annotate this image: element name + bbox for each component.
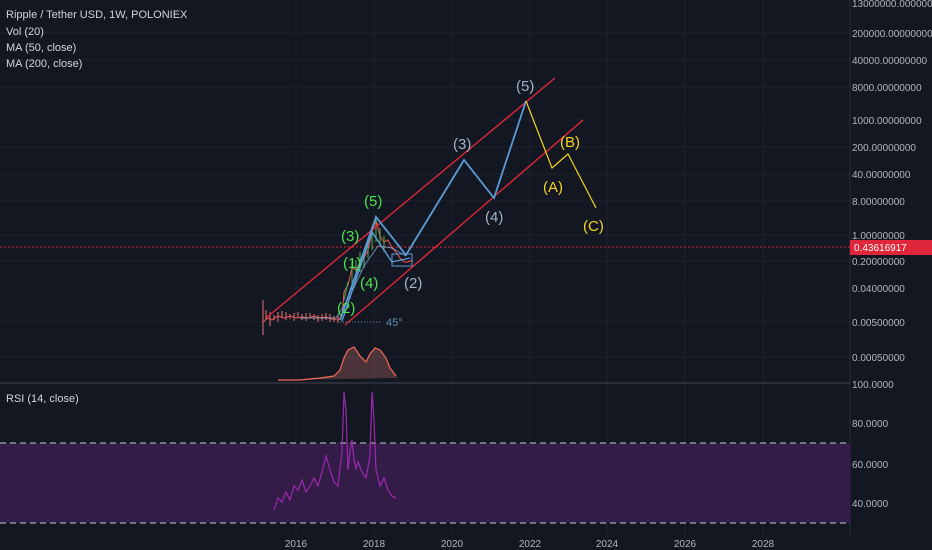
time-tick: 2024	[596, 539, 619, 550]
chart-title: Ripple / Tether USD, 1W, POLONIEX	[6, 9, 188, 21]
channel-upper-line	[265, 77, 556, 319]
rsi-band	[0, 443, 850, 523]
volume-area	[278, 347, 398, 380]
blue-wave-5-label: (5)	[516, 78, 534, 95]
time-tick: 2020	[441, 539, 464, 550]
indicator-volume[interactable]: Vol (20)	[6, 26, 44, 38]
time-tick: 2028	[752, 539, 775, 550]
ma50-line	[300, 245, 407, 319]
price-tick: 1000.00000000	[852, 116, 922, 127]
indicator-ma50[interactable]: MA (50, close)	[6, 42, 76, 54]
yellow-correction-path	[525, 100, 597, 209]
rsi-tick: 40.0000	[852, 499, 889, 510]
price-tick: 40.00000000	[852, 170, 911, 181]
green-wave-4-label: (4)	[360, 275, 378, 292]
rsi-indicator-label[interactable]: RSI (14, close)	[6, 393, 79, 405]
channel-lower-line	[344, 119, 584, 326]
blue-wave-4-label: (4)	[485, 209, 503, 226]
time-tick: 2016	[285, 539, 308, 550]
rsi-tick: 100.0000	[852, 380, 894, 391]
yellow-wave-b-label: (B)	[560, 134, 580, 151]
price-tick: 0.00050000	[852, 353, 905, 364]
price-tick: 0.00500000	[852, 318, 905, 329]
price-tick: 0.04000000	[852, 284, 905, 295]
price-tick: 13000000.00000000	[852, 0, 932, 10]
green-wave-1-label: (1)	[343, 255, 361, 272]
price-tick: 8000.00000000	[852, 83, 922, 94]
price-axis[interactable]: 13000000.00000000 200000.00000000 40000.…	[852, 0, 932, 364]
time-axis[interactable]: 2016 2018 2020 2022 2024 2026 2028	[285, 539, 775, 550]
angle-label: 45°	[386, 317, 403, 329]
rsi-tick: 60.0000	[852, 460, 889, 471]
indicator-ma200[interactable]: MA (200, close)	[6, 58, 82, 70]
current-price-badge	[850, 240, 932, 255]
green-wave-3-label: (3)	[341, 228, 359, 245]
yellow-wave-c-label: (C)	[583, 218, 604, 235]
volume-ma-line	[278, 346, 397, 381]
blue-wave-path	[339, 100, 527, 321]
price-tick: 0.20000000	[852, 257, 905, 268]
rsi-axis[interactable]: 100.0000 80.0000 60.0000 40.0000	[852, 380, 894, 510]
yellow-wave-a-label: (A)	[543, 179, 563, 196]
price-tick: 200000.00000000	[852, 29, 932, 40]
current-price-value: 0.43616917	[854, 243, 907, 254]
price-tick: 1.00000000	[852, 231, 905, 242]
green-wave-2-label: (2)	[337, 300, 355, 317]
blue-wave-2-label: (2)	[404, 275, 422, 292]
time-tick: 2026	[674, 539, 697, 550]
blue-wave-3-label: (3)	[453, 136, 471, 153]
time-tick: 2022	[519, 539, 542, 550]
time-tick: 2018	[363, 539, 386, 550]
blue-consolidation-box	[391, 253, 413, 267]
price-tick: 200.00000000	[852, 143, 916, 154]
price-tick: 40000.00000000	[852, 56, 928, 67]
rsi-tick: 80.0000	[852, 419, 889, 430]
green-wave-5-label: (5)	[364, 193, 382, 210]
rsi-line	[273, 391, 397, 511]
price-tick: 8.00000000	[852, 197, 905, 208]
blue-subwave-path	[341, 230, 411, 322]
